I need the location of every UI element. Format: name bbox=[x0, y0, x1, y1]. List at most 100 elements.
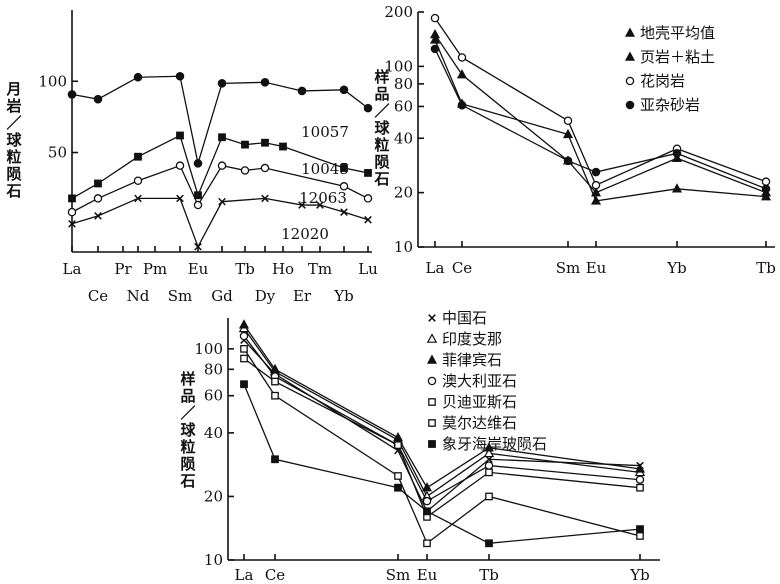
series-1-point bbox=[297, 86, 307, 96]
legend-item: 象牙海岸玻陨石 bbox=[428, 435, 547, 453]
legend-5-point bbox=[428, 398, 436, 406]
series-3-point bbox=[392, 432, 404, 442]
legend-item: 页岩＋粘土 bbox=[624, 48, 715, 66]
series-2-point bbox=[340, 164, 348, 172]
series-1-point bbox=[217, 79, 227, 88]
y-tick-label: 50 bbox=[48, 144, 67, 162]
legend-label: 中国石 bbox=[442, 309, 487, 327]
y-axis-title-char: 样 bbox=[180, 370, 195, 388]
y-tick-label: 100 bbox=[384, 57, 413, 75]
y-tick-label: 20 bbox=[394, 184, 413, 202]
series-4-point bbox=[591, 167, 601, 177]
series-1-point bbox=[175, 71, 185, 81]
series-4-point bbox=[316, 201, 324, 209]
series-6-point bbox=[636, 483, 644, 492]
series-3-line bbox=[71, 164, 369, 213]
series-3-point bbox=[238, 319, 250, 329]
series-2-point bbox=[134, 152, 142, 161]
series-1-point bbox=[590, 195, 602, 205]
series-2-point bbox=[483, 447, 495, 458]
series-3-point bbox=[591, 180, 601, 190]
series-1-point bbox=[339, 85, 349, 95]
series-7-point bbox=[485, 539, 493, 548]
x-tick-label: Pm bbox=[143, 260, 167, 278]
series-7-point bbox=[423, 507, 431, 516]
series-3 bbox=[430, 13, 771, 190]
series-5-point bbox=[636, 532, 644, 540]
y-tick-label: 40 bbox=[394, 129, 413, 147]
x-tick-label: Tm bbox=[308, 260, 332, 278]
series-4-point bbox=[134, 194, 142, 203]
y-tick-label: 200 bbox=[384, 3, 413, 21]
y-tick-label: 60 bbox=[394, 97, 413, 115]
series-4-line bbox=[243, 335, 641, 503]
legend-item: 中国石 bbox=[428, 309, 487, 327]
series-5-point bbox=[240, 345, 248, 353]
y-axis-title-char: 粒 bbox=[6, 148, 21, 166]
series-3-line bbox=[243, 324, 641, 489]
y-axis-title-char: 陨 bbox=[180, 455, 195, 473]
series-2-point bbox=[241, 140, 249, 149]
y-axis-title-char: 球 bbox=[374, 119, 390, 137]
x-tick-label: Eu bbox=[188, 260, 209, 278]
series-3-point bbox=[421, 482, 433, 492]
legend-4-point bbox=[625, 100, 635, 110]
series-3-point bbox=[339, 182, 349, 191]
y-tick-label: 10 bbox=[204, 551, 223, 569]
x-tick-label: Sm bbox=[168, 287, 193, 305]
series-3 bbox=[238, 319, 646, 492]
y-axis-title-char: 陨 bbox=[6, 165, 21, 183]
series-3-point bbox=[67, 207, 77, 217]
y-axis-title-char: 石 bbox=[179, 472, 195, 490]
y-axis-title-char: 石 bbox=[373, 170, 389, 188]
series-4-point bbox=[298, 201, 306, 209]
series-1-point bbox=[562, 128, 574, 139]
legend-label: 花岗岩 bbox=[640, 72, 685, 90]
series-4-point bbox=[194, 242, 202, 251]
x-tick-label: Tb bbox=[479, 566, 499, 584]
legend-item: 贝迪亚斯石 bbox=[428, 393, 517, 411]
y-axis-title-char: ／ bbox=[374, 102, 389, 120]
y-axis-title-char: 粒 bbox=[374, 136, 389, 154]
series-7 bbox=[240, 380, 644, 548]
legend-2-point bbox=[624, 51, 636, 61]
legend-1-point bbox=[428, 314, 436, 322]
series-2-point bbox=[94, 179, 102, 188]
series-4-point bbox=[457, 100, 467, 110]
legend-label: 印度支那 bbox=[442, 330, 502, 348]
x-tick-label: Dy bbox=[255, 287, 276, 305]
legend-1-point bbox=[624, 27, 636, 37]
series-3-point bbox=[240, 166, 250, 175]
series-label: 12020 bbox=[281, 225, 329, 243]
series-3-point bbox=[363, 194, 373, 203]
x-tick-label: Er bbox=[293, 287, 312, 305]
series-3-point bbox=[217, 161, 227, 170]
series-1-point bbox=[671, 183, 683, 193]
x-tick-label: Nd bbox=[127, 287, 150, 305]
x-tick-label: Ce bbox=[265, 566, 285, 584]
series-6-point bbox=[485, 468, 493, 477]
legend-label: 莫尔达维石 bbox=[442, 414, 517, 432]
x-tick-label: Sm bbox=[556, 259, 581, 277]
y-axis-title-char: 球 bbox=[180, 421, 196, 439]
x-tick-label: Sm bbox=[386, 566, 411, 584]
series-3-point bbox=[260, 163, 270, 173]
series-2-point bbox=[456, 69, 468, 79]
y-axis-title-char: 球 bbox=[6, 131, 22, 149]
series-4-point bbox=[176, 194, 184, 203]
series-1-point bbox=[363, 103, 373, 113]
series-1 bbox=[429, 34, 772, 205]
series-3-point bbox=[93, 194, 103, 203]
series-4-point bbox=[430, 44, 440, 54]
legend-7-point bbox=[428, 440, 436, 448]
x-tick-label: Yb bbox=[666, 259, 687, 277]
series-4-point bbox=[563, 156, 573, 166]
series-6-point bbox=[240, 354, 248, 363]
y-tick-label: 80 bbox=[394, 75, 413, 93]
legend-label: 澳大利亚石 bbox=[442, 372, 517, 390]
legend-label: 贝迪亚斯石 bbox=[442, 393, 517, 411]
series-4-point bbox=[261, 194, 269, 203]
legend-item: 地壳平均值 bbox=[624, 24, 715, 42]
